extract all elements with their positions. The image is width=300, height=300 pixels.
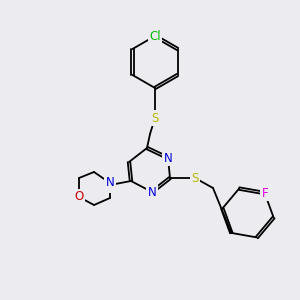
- Text: N: N: [106, 176, 114, 190]
- Text: N: N: [106, 178, 114, 191]
- Text: N: N: [164, 152, 172, 164]
- Text: S: S: [151, 112, 159, 124]
- Text: F: F: [261, 187, 268, 200]
- Text: Cl: Cl: [149, 29, 161, 43]
- Text: S: S: [191, 172, 199, 184]
- Text: O: O: [74, 190, 84, 203]
- Text: N: N: [148, 185, 156, 199]
